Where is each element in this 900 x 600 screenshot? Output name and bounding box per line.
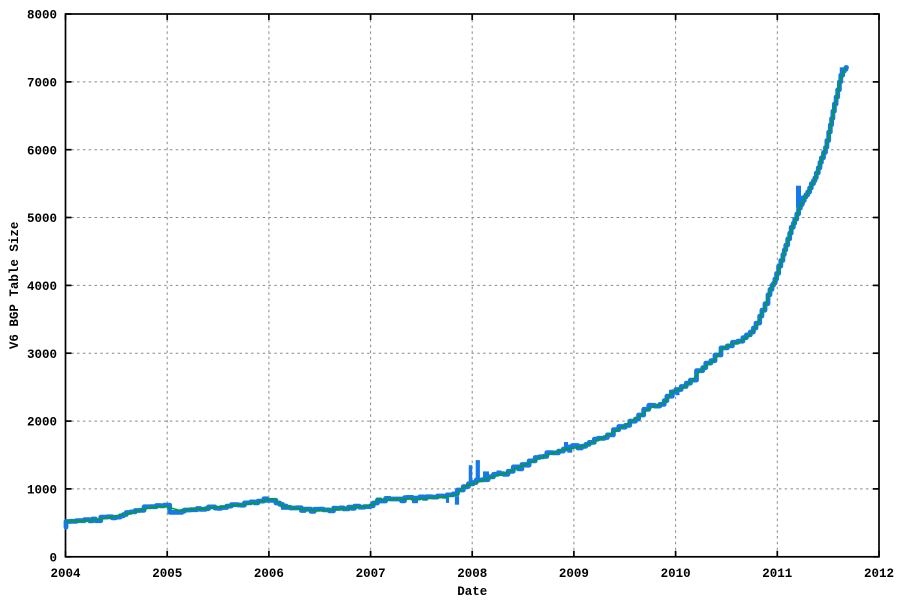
svg-text:1000: 1000 [27,484,57,498]
svg-text:2007: 2007 [356,567,386,581]
svg-text:7000: 7000 [27,77,57,91]
svg-text:0: 0 [49,551,57,565]
svg-text:2012: 2012 [864,567,894,581]
svg-text:2011: 2011 [762,567,792,581]
svg-text:2004: 2004 [50,567,81,581]
svg-text:6000: 6000 [27,144,57,158]
svg-text:5000: 5000 [27,212,57,226]
svg-text:2010: 2010 [661,567,691,581]
svg-text:Date: Date [457,585,487,599]
svg-text:4000: 4000 [27,280,57,294]
svg-text:2009: 2009 [559,567,589,581]
svg-text:2006: 2006 [254,567,284,581]
svg-text:2005: 2005 [152,567,182,581]
svg-text:2008: 2008 [457,567,487,581]
svg-text:3000: 3000 [27,348,57,362]
svg-text:V6 BGP Table Size: V6 BGP Table Size [8,222,22,350]
svg-text:8000: 8000 [27,9,57,23]
svg-text:2000: 2000 [27,416,57,430]
